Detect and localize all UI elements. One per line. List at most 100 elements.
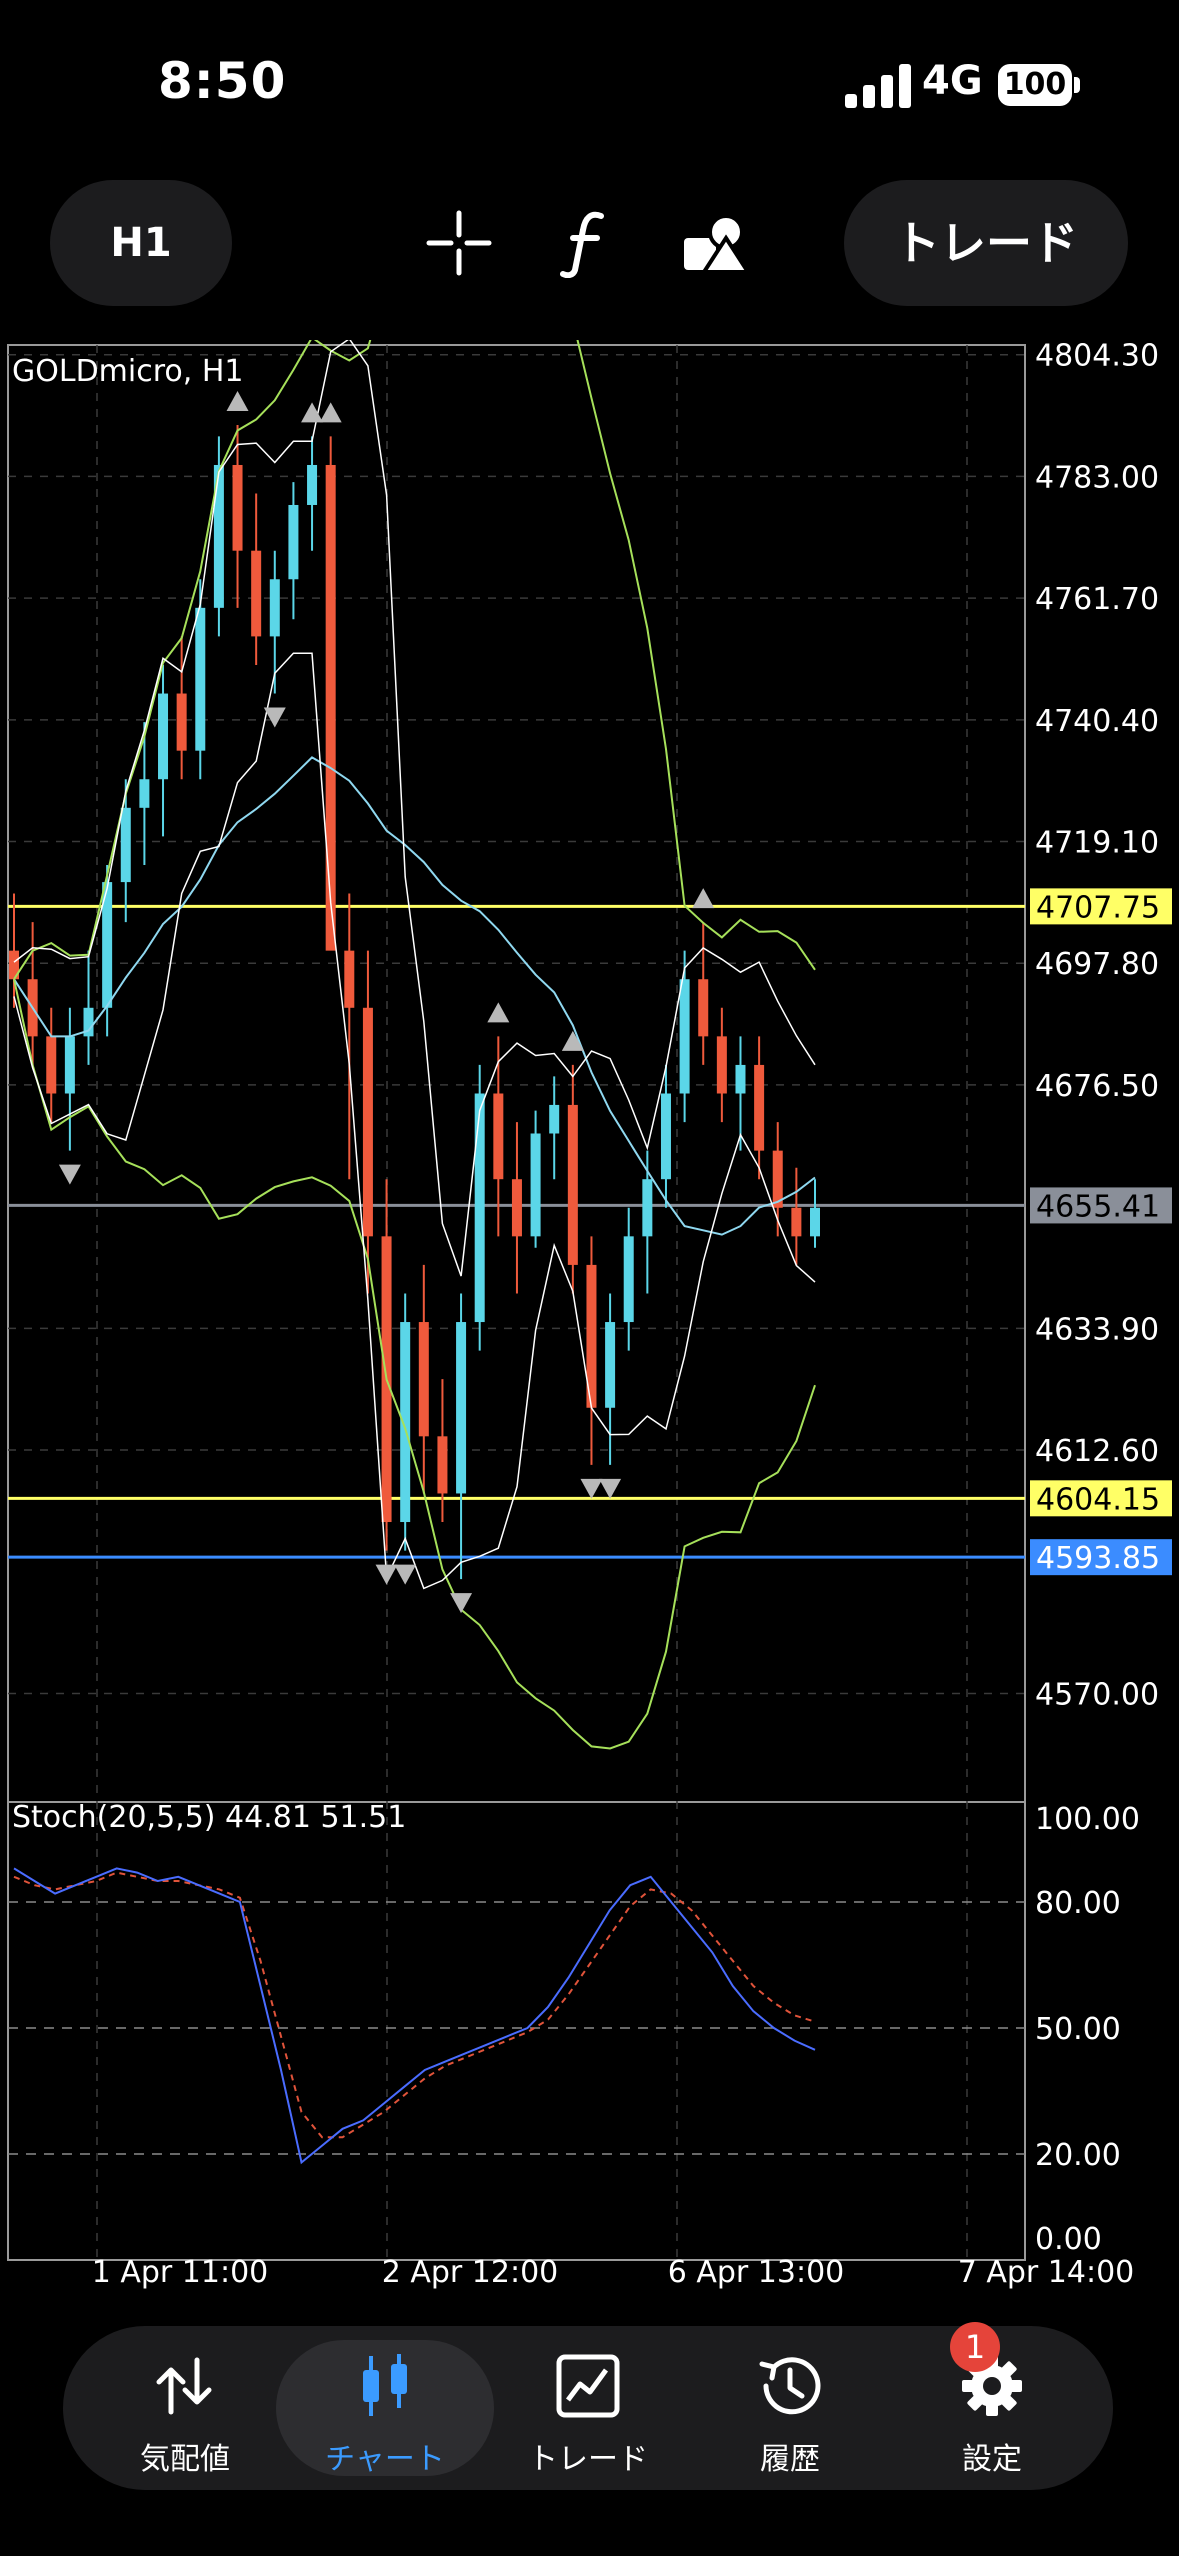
stoch-panel-frame [7, 1801, 1026, 2261]
price-level-label: 4655.41 [1036, 1189, 1160, 1224]
fractal-down-arrow [394, 1564, 417, 1585]
price-tick-label: 4633.90 [1035, 1312, 1159, 1347]
candle-body [660, 1093, 671, 1180]
candle-body [269, 579, 280, 637]
status-bar: 8:50 4G 100 [0, 0, 1179, 170]
candle-body [83, 1007, 94, 1037]
quotes-icon [156, 2357, 212, 2415]
candle-body [493, 1093, 504, 1180]
bollinger-upper-line [13, 340, 816, 980]
battery-icon: 100 [998, 64, 1072, 106]
candle-body [474, 1093, 485, 1323]
price-panel-frame [7, 344, 1026, 1803]
price-chart[interactable]: 4804.30 4783.00 4761.70 4740.40 4719.10 4697.… [0, 340, 1179, 2290]
candle-body [9, 950, 19, 980]
trade-button[interactable]: トレード [844, 180, 1128, 306]
settings-notification-badge: 1 [950, 2322, 1000, 2372]
crosshair-icon[interactable] [424, 208, 494, 278]
fractal-down-arrow [263, 707, 286, 728]
candle-body [530, 1133, 541, 1237]
candle-body [549, 1104, 560, 1134]
time-axis-label: 7 Apr 14:00 [958, 2255, 1135, 2290]
fractal-down-arrow [450, 1593, 473, 1614]
price-level-tag [1030, 1187, 1172, 1224]
fractal-up-arrow [319, 402, 342, 423]
candle-body [754, 1064, 765, 1151]
price-tick-label: 4676.50 [1035, 1069, 1159, 1104]
candle-body [642, 1179, 653, 1237]
time-axis-label: 6 Apr 13:00 [668, 2255, 845, 2290]
price-tick-label: 4697.80 [1035, 947, 1159, 982]
candle-body [623, 1236, 634, 1323]
candle-body [307, 464, 318, 505]
fractal-up-arrow [487, 1002, 510, 1023]
price-level-label: 4593.85 [1036, 1541, 1160, 1576]
stoch-signal-line [13, 1871, 816, 2139]
nav-quotes-label: 気配値 [140, 2442, 230, 2477]
candle-body [418, 1322, 429, 1437]
candle-body [810, 1207, 820, 1237]
price-tick-label: 4783.00 [1035, 460, 1159, 495]
moving-average-line [13, 756, 816, 1236]
candle-body [139, 779, 150, 808]
candle-body [735, 1064, 746, 1094]
fractal-down-arrow [375, 1564, 398, 1585]
stoch-tick-label: 50.00 [1035, 2012, 1121, 2047]
chart-canvas[interactable]: 4804.30 4783.00 4761.70 4740.40 4719.10 4697.… [0, 340, 1179, 2290]
price-level-tag [1030, 1480, 1172, 1517]
price-tick-label: 4719.10 [1035, 826, 1159, 861]
battery-nub [1074, 77, 1080, 93]
time-axis-label: 2 Apr 12:00 [382, 2255, 559, 2290]
envelope-upper-line [13, 340, 816, 1277]
fractal-down-arrow [58, 1164, 81, 1185]
fractal-up-arrow [692, 888, 715, 909]
candle-body [120, 807, 131, 883]
candle-body [102, 882, 113, 1008]
candle-body [232, 464, 243, 551]
price-level-tag [1030, 888, 1172, 925]
price-tick-label: 4740.40 [1035, 704, 1159, 739]
candle-body [772, 1150, 783, 1208]
candle-body [344, 950, 355, 1008]
candle-body [456, 1322, 467, 1494]
fractal-down-arrow [599, 1478, 622, 1499]
candle-body [158, 693, 169, 780]
history-icon [759, 2357, 821, 2415]
function-icon[interactable] [551, 208, 621, 278]
trade-chart-icon [556, 2354, 620, 2418]
candle-body [288, 504, 299, 580]
nav-history[interactable]: 履歴 [690, 2326, 890, 2490]
stoch-tick-label: 100.00 [1035, 1802, 1140, 1837]
candle-body [400, 1322, 411, 1523]
stoch-main-line [13, 1867, 816, 2165]
candle-body [362, 1007, 373, 1237]
nav-quotes[interactable]: 気配値 [85, 2326, 285, 2490]
candle-body [791, 1207, 802, 1237]
candle-body [213, 464, 224, 608]
bottom-nav: 気配値 チャート トレード 履歴 [63, 2326, 1113, 2490]
candle-body [567, 1104, 578, 1265]
fractal-up-arrow [301, 402, 324, 423]
chart-candles-icon [363, 2354, 407, 2416]
price-level-label: 4707.75 [1036, 890, 1160, 925]
chart-symbol-label: GOLDmicro, H1 [12, 354, 244, 389]
candle-body [716, 1036, 727, 1094]
candle-body [176, 693, 187, 751]
envelope-lower-line [13, 652, 816, 1590]
stoch-indicator-label: Stoch(20,5,5) 44.81 51.51 [12, 1800, 407, 1835]
network-type: 4G [922, 58, 983, 104]
nav-active-highlight [276, 2340, 494, 2476]
bollinger-lower-line [13, 978, 816, 1750]
nav-trade[interactable]: トレード [488, 2326, 688, 2490]
nav-chart-label: チャート [325, 2442, 445, 2477]
price-tick-label: 4570.00 [1035, 1677, 1159, 1712]
timeframe-button[interactable]: H1 [50, 180, 232, 306]
fractal-up-arrow [226, 390, 249, 411]
candle-body [698, 979, 709, 1037]
stoch-tick-label: 0.00 [1035, 2222, 1102, 2257]
candle-body [325, 464, 336, 951]
stoch-tick-label: 20.00 [1035, 2138, 1121, 2173]
objects-icon[interactable] [680, 208, 750, 278]
nav-chart[interactable]: チャート [285, 2326, 485, 2490]
cellular-signal-icon [845, 64, 911, 108]
